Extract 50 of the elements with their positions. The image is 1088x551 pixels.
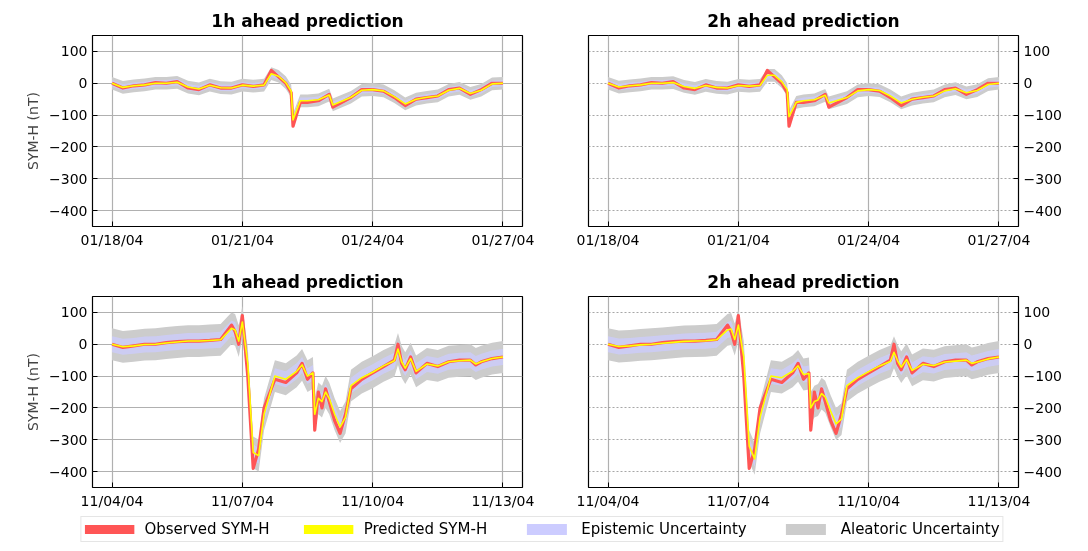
legend-label: Predicted SYM-H bbox=[363, 519, 488, 538]
x-tick-label: 01/24/04 bbox=[837, 231, 901, 248]
x-tick-label: 01/21/04 bbox=[210, 231, 274, 248]
x-tick-label: 01/27/04 bbox=[967, 231, 1031, 248]
y-tick-label: −300 bbox=[1023, 170, 1062, 187]
y-tick-label: −400 bbox=[1023, 463, 1062, 480]
y-axis-title: SYM-H (nT) bbox=[25, 92, 42, 170]
x-tick-label: 11/10/04 bbox=[341, 492, 405, 509]
y-tick-label: 0 bbox=[1023, 336, 1033, 353]
y-axis-title: SYM-H (nT) bbox=[25, 353, 42, 431]
y-tick-label: 100 bbox=[60, 43, 88, 60]
x-tick-label: 01/21/04 bbox=[706, 231, 770, 248]
x-tick-label: 01/24/04 bbox=[341, 231, 405, 248]
x-tick-label: 11/07/04 bbox=[210, 492, 274, 509]
y-tick-label: 0 bbox=[1023, 75, 1033, 92]
chart-title: 2h ahead prediction bbox=[707, 10, 900, 31]
y-tick-label: −300 bbox=[49, 431, 88, 448]
y-tick-label: −400 bbox=[1023, 202, 1062, 219]
x-tick-label: 11/07/04 bbox=[706, 492, 770, 509]
x-tick-label: 11/13/04 bbox=[471, 492, 535, 509]
y-tick-label: −200 bbox=[1023, 138, 1062, 155]
y-tick-label: 100 bbox=[1023, 304, 1051, 321]
legend-label: Epistemic Uncertainty bbox=[581, 519, 747, 538]
y-tick-label: −100 bbox=[49, 368, 88, 385]
x-tick-label: 11/04/04 bbox=[80, 492, 144, 509]
x-tick-label: 01/18/04 bbox=[576, 231, 640, 248]
x-tick-label: 01/18/04 bbox=[80, 231, 144, 248]
y-tick-label: −200 bbox=[49, 138, 88, 155]
x-tick-label: 11/13/04 bbox=[967, 492, 1031, 509]
y-tick-label: −200 bbox=[1023, 399, 1062, 416]
y-tick-label: −100 bbox=[1023, 368, 1062, 385]
chart-title: 1h ahead prediction bbox=[211, 271, 404, 292]
y-tick-label: −300 bbox=[49, 170, 88, 187]
y-tick-label: 100 bbox=[1023, 43, 1051, 60]
y-tick-label: 0 bbox=[78, 336, 88, 353]
chart-title: 2h ahead prediction bbox=[707, 271, 900, 292]
y-tick-label: −100 bbox=[1023, 107, 1062, 124]
y-tick-label: −300 bbox=[1023, 431, 1062, 448]
y-tick-label: −200 bbox=[49, 399, 88, 416]
chart-title: 1h ahead prediction bbox=[211, 10, 404, 31]
y-tick-label: 0 bbox=[78, 75, 88, 92]
y-tick-label: 100 bbox=[60, 304, 88, 321]
y-tick-label: −100 bbox=[49, 107, 88, 124]
y-tick-label: −400 bbox=[49, 202, 88, 219]
x-tick-label: 11/10/04 bbox=[837, 492, 901, 509]
x-tick-label: 11/04/04 bbox=[576, 492, 640, 509]
legend-label: Aleatoric Uncertainty bbox=[840, 519, 1000, 538]
x-tick-label: 01/27/04 bbox=[471, 231, 535, 248]
y-tick-label: −400 bbox=[49, 463, 88, 480]
legend-label: Observed SYM-H bbox=[144, 519, 270, 538]
